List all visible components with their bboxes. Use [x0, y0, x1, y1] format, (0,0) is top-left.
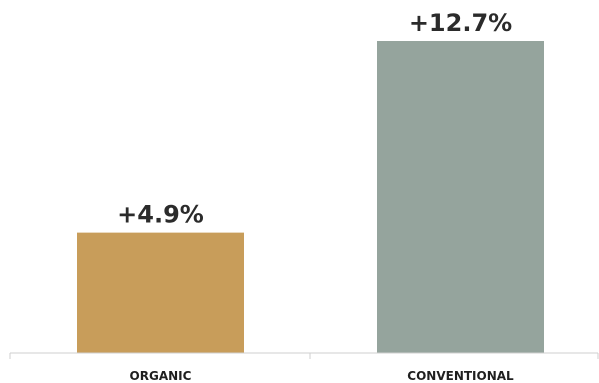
x-axis — [9, 352, 599, 359]
bars-layer — [77, 41, 544, 353]
bar-conventional — [377, 41, 544, 353]
data-labels-layer: +4.9% +12.7% — [117, 9, 512, 229]
bar-organic — [77, 232, 244, 353]
category-label-organic: ORGANIC — [130, 369, 192, 383]
data-label-organic: +4.9% — [117, 201, 204, 229]
data-label-conventional: +12.7% — [409, 9, 512, 37]
category-label-conventional: CONVENTIONAL — [407, 369, 514, 383]
category-labels-layer: ORGANIC CONVENTIONAL — [130, 369, 515, 383]
